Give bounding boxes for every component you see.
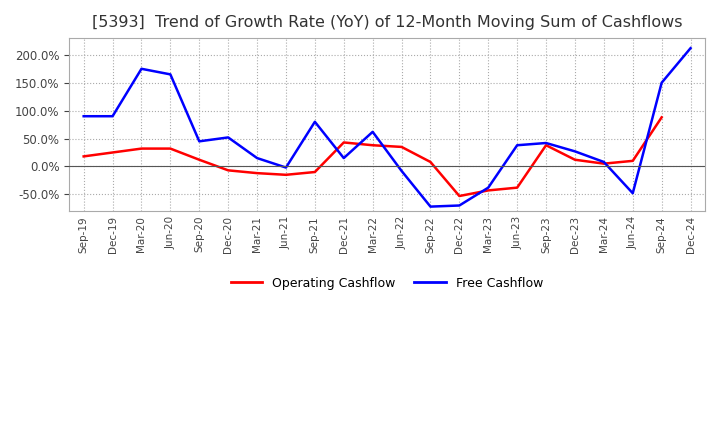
Free Cashflow [484,185,492,190]
Operating Cashflow [541,143,550,148]
Free Cashflow [108,114,117,119]
Operating Cashflow [455,193,464,198]
Operating Cashflow [108,150,117,155]
Free Cashflow [657,80,666,85]
Operating Cashflow [484,188,492,193]
Free Cashflow [195,139,204,144]
Operating Cashflow [137,146,145,151]
Free Cashflow [369,129,377,135]
Operating Cashflow [79,154,88,159]
Operating Cashflow [339,140,348,145]
Free Cashflow [513,143,521,148]
Operating Cashflow [629,158,637,164]
Free Cashflow [629,191,637,196]
Free Cashflow [282,165,290,170]
Operating Cashflow [397,144,406,150]
Free Cashflow [600,159,608,165]
Free Cashflow [137,66,145,71]
Free Cashflow [571,149,580,154]
Title: [5393]  Trend of Growth Rate (YoY) of 12-Month Moving Sum of Cashflows: [5393] Trend of Growth Rate (YoY) of 12-… [92,15,683,30]
Free Cashflow [224,135,233,140]
Operating Cashflow [195,157,204,162]
Free Cashflow [397,168,406,173]
Free Cashflow [253,155,261,161]
Free Cashflow [541,140,550,146]
Operating Cashflow [513,185,521,190]
Operating Cashflow [571,157,580,162]
Free Cashflow [166,72,175,77]
Operating Cashflow [310,169,319,175]
Operating Cashflow [657,115,666,120]
Free Cashflow [79,114,88,119]
Line: Operating Cashflow: Operating Cashflow [84,117,662,196]
Operating Cashflow [253,170,261,176]
Free Cashflow [686,45,695,51]
Line: Free Cashflow: Free Cashflow [84,48,690,207]
Free Cashflow [339,155,348,161]
Free Cashflow [455,203,464,208]
Operating Cashflow [426,159,435,165]
Operating Cashflow [224,168,233,173]
Legend: Operating Cashflow, Free Cashflow: Operating Cashflow, Free Cashflow [226,272,548,295]
Free Cashflow [426,204,435,209]
Free Cashflow [310,119,319,125]
Operating Cashflow [166,146,175,151]
Operating Cashflow [600,161,608,166]
Operating Cashflow [282,172,290,177]
Operating Cashflow [369,143,377,148]
